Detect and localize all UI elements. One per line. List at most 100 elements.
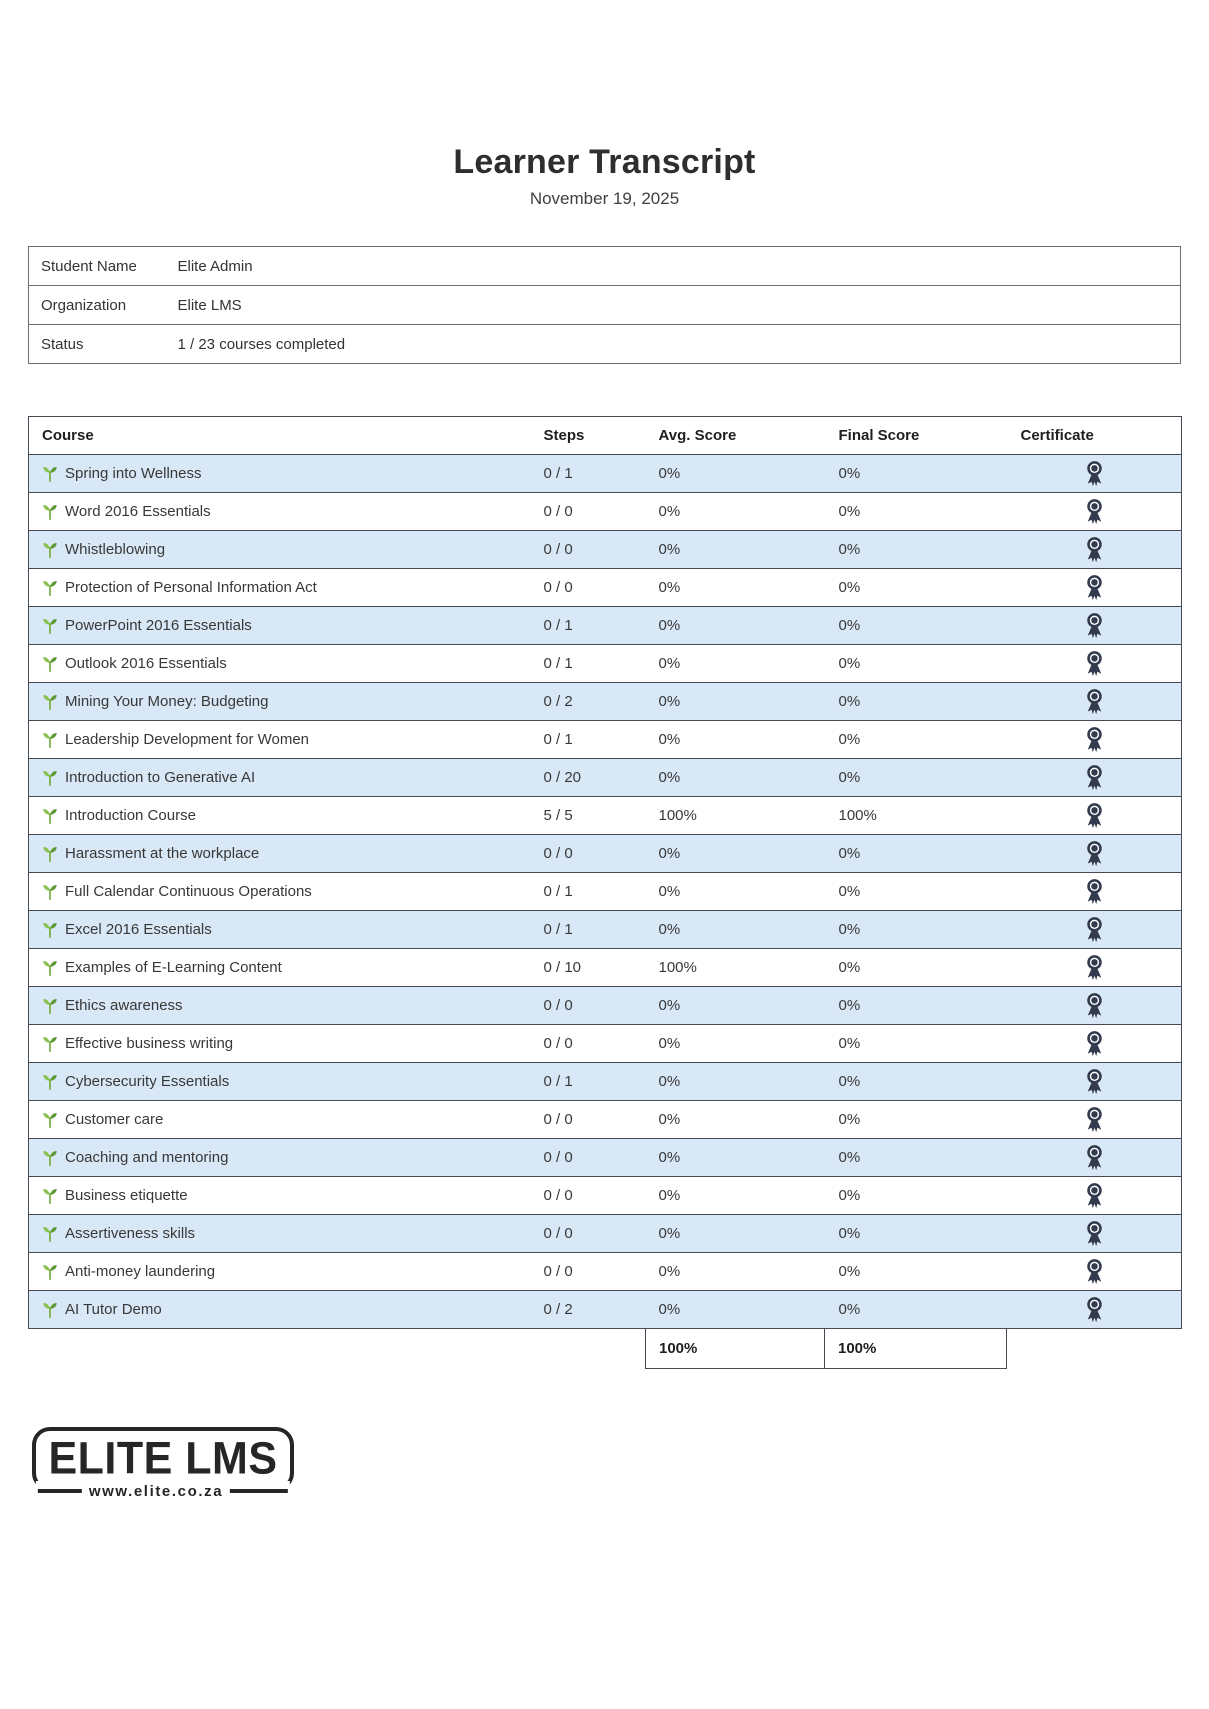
avg-score-value: 0%	[645, 986, 826, 1025]
table-row: Introduction Course 5 / 5 100% 100%	[28, 796, 1182, 835]
logo-right-line	[230, 1489, 289, 1494]
transcript-date: November 19, 2025	[529, 189, 680, 209]
steps-value: 0 / 20	[530, 758, 646, 797]
avg-score-value: 0%	[645, 1024, 826, 1063]
award-ribbon-icon	[1084, 802, 1105, 829]
info-row: Status 1 / 23 courses completed	[28, 324, 1181, 364]
award-ribbon-icon	[1084, 1106, 1105, 1133]
avg-score-value: 0%	[645, 606, 826, 645]
seedling-icon	[42, 1149, 58, 1167]
seedling-icon	[42, 1225, 58, 1243]
seedling-icon	[42, 959, 58, 977]
steps-value: 0 / 0	[530, 492, 646, 531]
table-row: Full Calendar Continuous Operations 0 / …	[28, 872, 1182, 911]
steps-value: 0 / 1	[530, 454, 646, 493]
summary-row: 100% 100%	[645, 1329, 1181, 1370]
award-ribbon-icon	[1084, 840, 1105, 867]
award-ribbon-icon	[1084, 536, 1105, 563]
seedling-icon	[42, 1111, 58, 1129]
award-ribbon-icon	[1084, 1182, 1105, 1209]
course-name: Full Calendar Continuous Operations	[65, 883, 312, 901]
table-row: Customer care 0 / 0 0% 0%	[28, 1100, 1182, 1139]
course-name: Business etiquette	[65, 1187, 188, 1205]
avg-score-value: 0%	[645, 1290, 826, 1329]
table-row: Protection of Personal Information Act 0…	[28, 568, 1182, 607]
seedling-icon	[42, 655, 58, 673]
seedling-icon	[42, 769, 58, 787]
course-name: Coaching and mentoring	[65, 1149, 229, 1167]
final-score-value: 0%	[825, 1100, 1008, 1139]
steps-value: 0 / 0	[530, 1214, 646, 1253]
course-name: Spring into Wellness	[65, 465, 202, 483]
seedling-icon	[42, 1301, 58, 1319]
final-score-value: 0%	[825, 720, 1008, 759]
seedling-icon	[42, 503, 58, 521]
page-title: Learner Transcript	[453, 143, 756, 181]
table-row: Introduction to Generative AI 0 / 20 0% …	[28, 758, 1182, 797]
award-ribbon-icon	[1084, 612, 1105, 639]
table-row: Ethics awareness 0 / 0 0% 0%	[28, 986, 1182, 1025]
info-row: Student Name Elite Admin	[29, 247, 1181, 286]
avg-score-value: 0%	[645, 1252, 826, 1291]
final-score-value: 0%	[825, 834, 1008, 873]
avg-score-value: 0%	[645, 644, 826, 683]
final-score-value: 0%	[825, 758, 1008, 797]
award-ribbon-icon	[1084, 1296, 1105, 1323]
course-name: Mining Your Money: Budgeting	[65, 693, 269, 711]
table-row: Word 2016 Essentials 0 / 0 0% 0%	[28, 492, 1182, 531]
course-name: Introduction to Generative AI	[65, 769, 256, 787]
avg-score-value: 0%	[645, 834, 826, 873]
award-ribbon-icon	[1084, 1220, 1105, 1247]
steps-value: 0 / 0	[530, 1100, 646, 1139]
col-header-course: Course	[28, 416, 531, 455]
course-name: Cybersecurity Essentials	[65, 1073, 230, 1091]
final-score-value: 0%	[825, 986, 1008, 1025]
avg-score-value: 0%	[645, 530, 826, 569]
final-score-value: 0%	[825, 492, 1008, 531]
final-score-value: 0%	[825, 1062, 1008, 1101]
award-ribbon-icon	[1084, 878, 1105, 905]
avg-score-value: 0%	[645, 910, 826, 949]
final-score-value: 0%	[825, 454, 1008, 493]
summary-avg-score: 100%	[645, 1329, 825, 1370]
final-score-value: 100%	[825, 796, 1008, 835]
course-name: Protection of Personal Information Act	[65, 579, 317, 597]
table-row: Leadership Development for Women 0 / 1 0…	[28, 720, 1182, 759]
avg-score-value: 0%	[645, 1176, 826, 1215]
course-name: PowerPoint 2016 Essentials	[65, 617, 252, 635]
table-row: AI Tutor Demo 0 / 2 0% 0%	[28, 1290, 1182, 1329]
course-name: Ethics awareness	[65, 997, 183, 1015]
info-value: 1 / 23 courses completed	[165, 324, 1181, 364]
award-ribbon-icon	[1084, 726, 1105, 753]
award-ribbon-icon	[1084, 1068, 1105, 1095]
avg-score-value: 100%	[645, 948, 826, 987]
steps-value: 0 / 1	[530, 1062, 646, 1101]
steps-value: 0 / 2	[530, 682, 646, 721]
course-name: Introduction Course	[65, 807, 196, 825]
final-score-value: 0%	[825, 948, 1008, 987]
table-row: Effective business writing 0 / 0 0% 0%	[28, 1024, 1182, 1063]
avg-score-value: 0%	[645, 758, 826, 797]
course-name: Anti-money laundering	[65, 1263, 216, 1281]
seedling-icon	[42, 1263, 58, 1281]
steps-value: 0 / 1	[530, 910, 646, 949]
student-info-table: Student Name Elite Admin Organization El…	[28, 246, 1181, 365]
steps-value: 0 / 10	[530, 948, 646, 987]
final-score-value: 0%	[825, 1138, 1008, 1177]
final-score-value: 0%	[825, 1214, 1008, 1253]
seedling-icon	[42, 1035, 58, 1053]
avg-score-value: 0%	[645, 454, 826, 493]
award-ribbon-icon	[1084, 992, 1105, 1019]
seedling-icon	[42, 845, 58, 863]
course-table-header: Course Steps Avg. Score Final Score Cert…	[28, 416, 1182, 455]
award-ribbon-icon	[1084, 574, 1105, 601]
seedling-icon	[42, 1187, 58, 1205]
seedling-icon	[42, 807, 58, 825]
logo-left-line	[37, 1489, 82, 1494]
table-row: Harassment at the workplace 0 / 0 0% 0%	[28, 834, 1182, 873]
seedling-icon	[42, 693, 58, 711]
steps-value: 0 / 2	[530, 1290, 646, 1329]
steps-value: 0 / 0	[530, 530, 646, 569]
award-ribbon-icon	[1084, 954, 1105, 981]
steps-value: 0 / 1	[530, 606, 646, 645]
